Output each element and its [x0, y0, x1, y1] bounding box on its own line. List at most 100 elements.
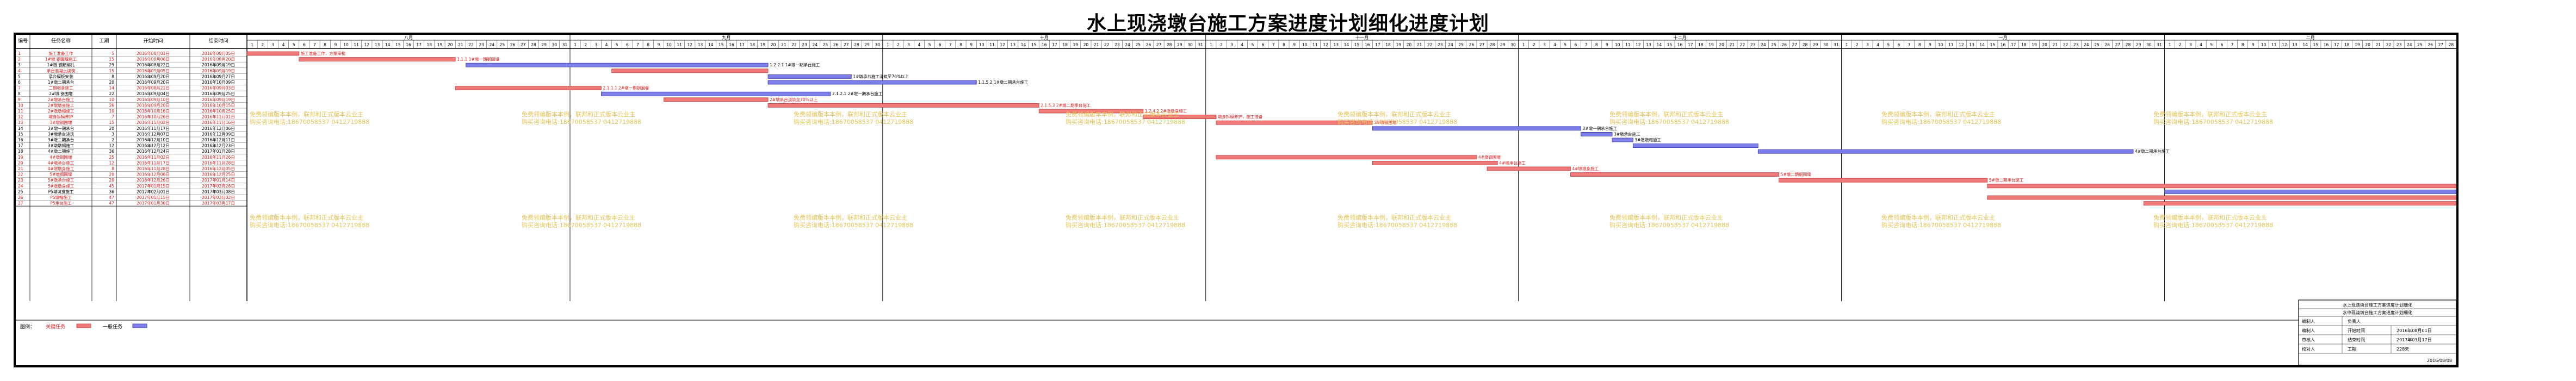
day-label: 9: [2252, 42, 2255, 47]
table-cell-start: 2016年12月26日: [137, 177, 170, 183]
day-label: 30: [1823, 42, 1829, 47]
table-cell-duration: 47: [109, 195, 114, 200]
watermark-line1: 免费领编版本本例，联邦和正式版本云业主: [1609, 214, 1723, 221]
table-cell-no: 5: [18, 74, 21, 79]
critical-task-bar: [455, 86, 602, 90]
table-cell-no: 2: [18, 57, 21, 62]
table-cell-start: 2016年09月20日: [137, 73, 170, 79]
day-label: 22: [1740, 42, 1745, 47]
info-box-value: 负责人: [2348, 318, 2361, 324]
day-label: 14: [1979, 42, 1985, 47]
table-cell-finish: 2016年12月25日: [202, 172, 235, 177]
day-label: 1: [574, 42, 577, 47]
gantt-frame: 编号 任务名称 工期 开始时间 结束时间 八月 1 2 3 4 5 6 7 8 9 10 11 12 13 14 15 1…: [14, 33, 2459, 367]
day-label: 21: [2376, 42, 2381, 47]
day-label: 26: [1146, 42, 1151, 47]
day-label: 8: [647, 42, 649, 47]
table-cell-finish: 2016年12月11日: [202, 137, 235, 142]
day-label: 1: [1846, 42, 1848, 47]
watermark-line1: 免费领编版本本例，联邦和正式版本云业主: [522, 110, 635, 118]
table-cell-start: 2016年12月12日: [137, 143, 170, 148]
table-cell-duration: 2: [112, 138, 114, 142]
day-label: 23: [479, 42, 484, 47]
info-box-key: 编制人: [2302, 328, 2315, 333]
day-label: 20: [2042, 42, 2047, 47]
table-cell-name: 2#墩墩帽施工: [48, 108, 75, 114]
table-cell-start: 2016年11月17日: [137, 126, 170, 131]
column-header-no: 编号: [18, 38, 28, 44]
month-label: 九月: [722, 35, 730, 40]
day-label: 12: [1323, 42, 1328, 47]
day-label: 28: [1167, 42, 1172, 47]
day-label: 15: [1031, 42, 1037, 47]
day-label: 16: [2324, 42, 2329, 47]
table-cell-start: 2016年09月20日: [137, 79, 170, 85]
table-cell-no: 10: [18, 103, 23, 108]
day-label: 13: [375, 42, 380, 47]
day-label: 13: [1969, 42, 1974, 47]
day-label: 15: [1354, 42, 1360, 47]
critical-task-bar: [1487, 166, 1571, 171]
watermark-line2: 购买咨询电话:18670058537 0412719888: [1066, 118, 1185, 126]
day-label: 25: [2094, 42, 2100, 47]
day-label: 28: [2126, 42, 2131, 47]
watermark-line2: 购买咨询电话:18670058537 0412719888: [794, 118, 913, 126]
table-cell-duration: 36: [109, 149, 114, 154]
day-label: 22: [791, 42, 797, 47]
table-cell-no: 22: [18, 172, 23, 177]
day-label: 29: [541, 42, 547, 47]
day-label: 1: [251, 42, 253, 47]
day-label: 3: [595, 42, 597, 47]
day-label: 5: [2210, 42, 2213, 47]
day-label: 18: [2021, 42, 2027, 47]
critical-task-bar: [1216, 120, 1373, 125]
day-label: 19: [1708, 42, 1714, 47]
day-label: 6: [2221, 42, 2224, 47]
task-bar-label: 施工准备工作，方案审批: [301, 51, 346, 56]
task-bar-label: 4#墩墩身施工: [1572, 166, 1599, 171]
day-label: 31: [1834, 42, 1839, 47]
watermark-line2: 购买咨询电话:18670058537 0412719888: [1337, 118, 1457, 126]
table-cell-no: 7: [18, 86, 21, 91]
table-cell-start: 2016年12月10日: [137, 137, 170, 142]
normal-task-bar: [1581, 132, 1613, 136]
day-label: 16: [1365, 42, 1370, 47]
info-box-detail: 2017年03月17日: [2397, 337, 2432, 342]
watermark-line1: 免费领编版本本例，联邦和正式版本云业主: [1066, 214, 1179, 221]
day-label: 15: [719, 42, 724, 47]
watermark-line2: 购买咨询电话:18670058537 0412719888: [1881, 221, 2001, 229]
table-cell-finish: 2016年08月05日: [202, 51, 235, 56]
day-label: 15: [395, 42, 401, 47]
table-cell-start: 2016年08月01日: [137, 51, 170, 56]
watermark-line1: 免费领编版本本例，联邦和正式版本云业主: [250, 110, 363, 118]
month-label: 十二月: [1674, 35, 1687, 40]
table-cell-no: 18: [18, 149, 23, 154]
day-label: 19: [1396, 42, 1401, 47]
day-label: 3: [907, 42, 910, 47]
day-label: 4: [1877, 42, 1879, 47]
month-label: 二月: [2306, 35, 2315, 40]
task-bar-label: 1.2.4.2 2#墩墩身施工: [1145, 108, 1187, 114]
day-label: 27: [1479, 42, 1485, 47]
day-label: 28: [1803, 42, 1808, 47]
info-box-detail: 228天: [2397, 347, 2409, 352]
day-label: 24: [2407, 42, 2412, 47]
day-label: 28: [531, 42, 536, 47]
watermark-line2: 购买咨询电话:18670058537 0412719888: [1881, 118, 2001, 126]
table-cell-start: 2016年11月02日: [137, 154, 170, 160]
table-cell-finish: 2017年03月17日: [202, 201, 235, 206]
normal-task-bar: [1372, 126, 1581, 131]
table-cell-duration: 20: [109, 178, 114, 183]
watermark-line2: 购买咨询电话:18670058537 0412719888: [1609, 221, 1729, 229]
watermark-line1: 免费领编版本本例，联邦和正式版本云业主: [1337, 110, 1451, 118]
day-label: 24: [812, 42, 818, 47]
day-label: 25: [1771, 42, 1776, 47]
table-cell-name: 2#墩 钢围堰: [49, 91, 73, 96]
info-box-key: 校对人: [2302, 346, 2315, 352]
legend-critical-swatch: [76, 323, 91, 328]
day-label: 11: [1625, 42, 1631, 47]
day-label: 26: [1469, 42, 1475, 47]
day-label: 14: [2302, 42, 2308, 47]
month-label: 十月: [1040, 35, 1049, 40]
task-bar-label: 5#墩二期承台施工: [1989, 177, 2024, 183]
